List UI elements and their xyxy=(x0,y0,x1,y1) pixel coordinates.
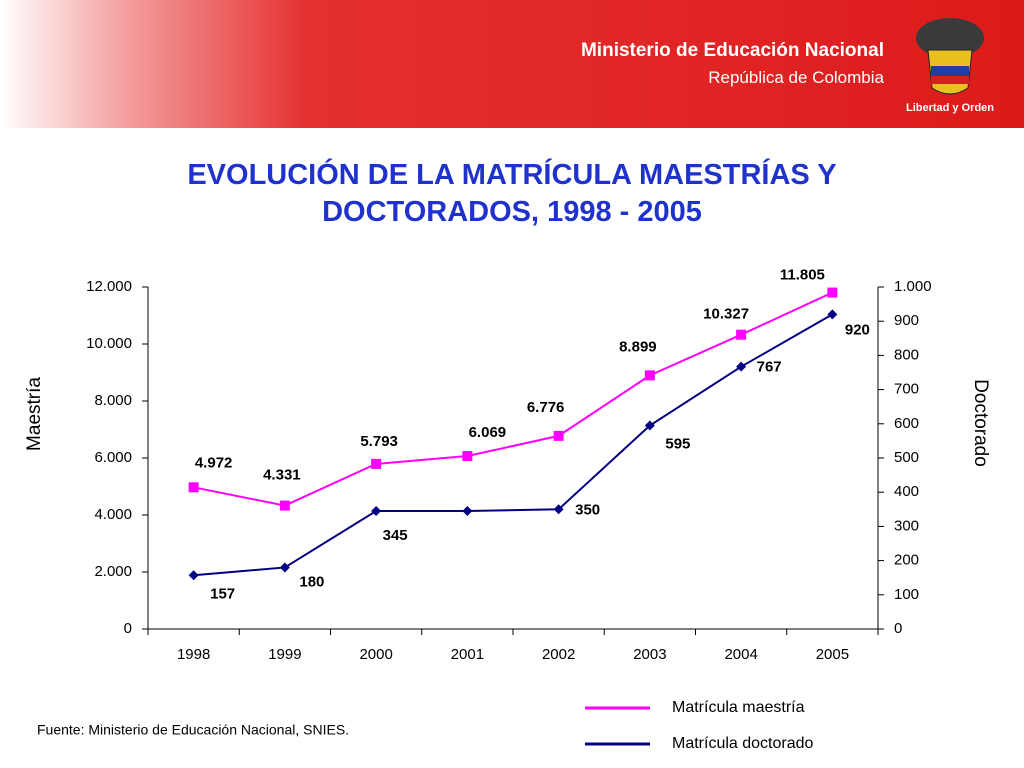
ministry-name: Ministerio de Educación Nacional xyxy=(580,40,884,61)
x-tick-label: 2004 xyxy=(724,646,757,663)
legend-label: Matrícula doctorado xyxy=(672,735,814,752)
x-tick-label: 2002 xyxy=(542,646,575,663)
y2-tick-label: 900 xyxy=(894,312,919,329)
y-axis-label: Maestría xyxy=(24,377,45,451)
marker xyxy=(371,506,382,517)
data-label: 5.793 xyxy=(360,433,398,450)
y-tick-label: 12.000 xyxy=(86,278,132,295)
y-tick-label: 4.000 xyxy=(94,506,132,523)
y-tick-label: 8.000 xyxy=(94,392,132,409)
legend-label: Matrícula maestría xyxy=(672,699,805,716)
marker xyxy=(644,420,655,431)
source: Fuente: Ministerio de Educación Nacional… xyxy=(37,722,349,738)
marker xyxy=(553,430,564,441)
marker xyxy=(736,329,747,340)
y2-tick-label: 0 xyxy=(894,620,902,637)
data-label: 6.776 xyxy=(527,399,565,416)
country-name: República de Colombia xyxy=(708,68,884,87)
emblem: Libertad y Orden xyxy=(906,18,994,114)
data-label: 767 xyxy=(757,359,782,376)
data-label: 595 xyxy=(665,435,690,452)
data-label: 4.972 xyxy=(195,454,233,471)
y2-tick-label: 700 xyxy=(894,381,919,398)
y-tick-label: 10.000 xyxy=(86,335,132,352)
chart-title: EVOLUCIÓN DE LA MATRÍCULA MAESTRÍAS Y DO… xyxy=(187,159,837,228)
y2-tick-label: 1.000 xyxy=(894,278,932,295)
data-label: 180 xyxy=(299,573,324,590)
y2-tick-label: 500 xyxy=(894,449,919,466)
motto: Libertad y Orden xyxy=(906,102,994,114)
y2-tick-label: 100 xyxy=(894,586,919,603)
x-tick-label: 1998 xyxy=(177,646,210,663)
y-tick-label: 2.000 xyxy=(94,563,132,580)
data-label: 350 xyxy=(575,501,600,518)
data-label: 4.331 xyxy=(263,467,301,484)
data-label: 157 xyxy=(210,585,235,602)
x-tick-label: 2000 xyxy=(359,646,392,663)
data-label: 10.327 xyxy=(703,306,749,323)
series-line xyxy=(193,291,833,507)
marker xyxy=(553,504,564,515)
header-bar xyxy=(0,0,1024,128)
x-tick-label: 2001 xyxy=(451,646,484,663)
data-label: 11.805 xyxy=(780,267,825,284)
data-label: 8.899 xyxy=(619,338,657,355)
y-tick-label: 6.000 xyxy=(94,449,132,466)
y2-tick-label: 600 xyxy=(894,415,919,432)
data-label: 345 xyxy=(383,527,408,544)
x-tick-label: 1999 xyxy=(268,646,301,663)
marker xyxy=(462,451,473,462)
marker xyxy=(827,287,838,298)
data-label: 920 xyxy=(845,321,870,338)
marker xyxy=(279,562,290,573)
marker xyxy=(188,570,199,581)
y-tick-label: 0 xyxy=(124,620,132,637)
marker xyxy=(644,370,655,381)
marker xyxy=(188,482,199,493)
y2-tick-label: 200 xyxy=(894,552,919,569)
y2-tick-label: 300 xyxy=(894,517,919,534)
x-tick-label: 2005 xyxy=(816,646,849,663)
data-label: 6.069 xyxy=(469,424,507,441)
x-tick-label: 2003 xyxy=(633,646,666,663)
marker xyxy=(371,458,382,469)
y2-tick-label: 400 xyxy=(894,483,919,500)
y2-axis-label: Doctorado xyxy=(970,379,991,467)
y2-tick-label: 800 xyxy=(894,346,919,363)
marker xyxy=(736,361,747,372)
marker xyxy=(462,506,473,517)
marker xyxy=(827,309,838,320)
series-line xyxy=(193,313,833,577)
marker xyxy=(279,500,290,511)
